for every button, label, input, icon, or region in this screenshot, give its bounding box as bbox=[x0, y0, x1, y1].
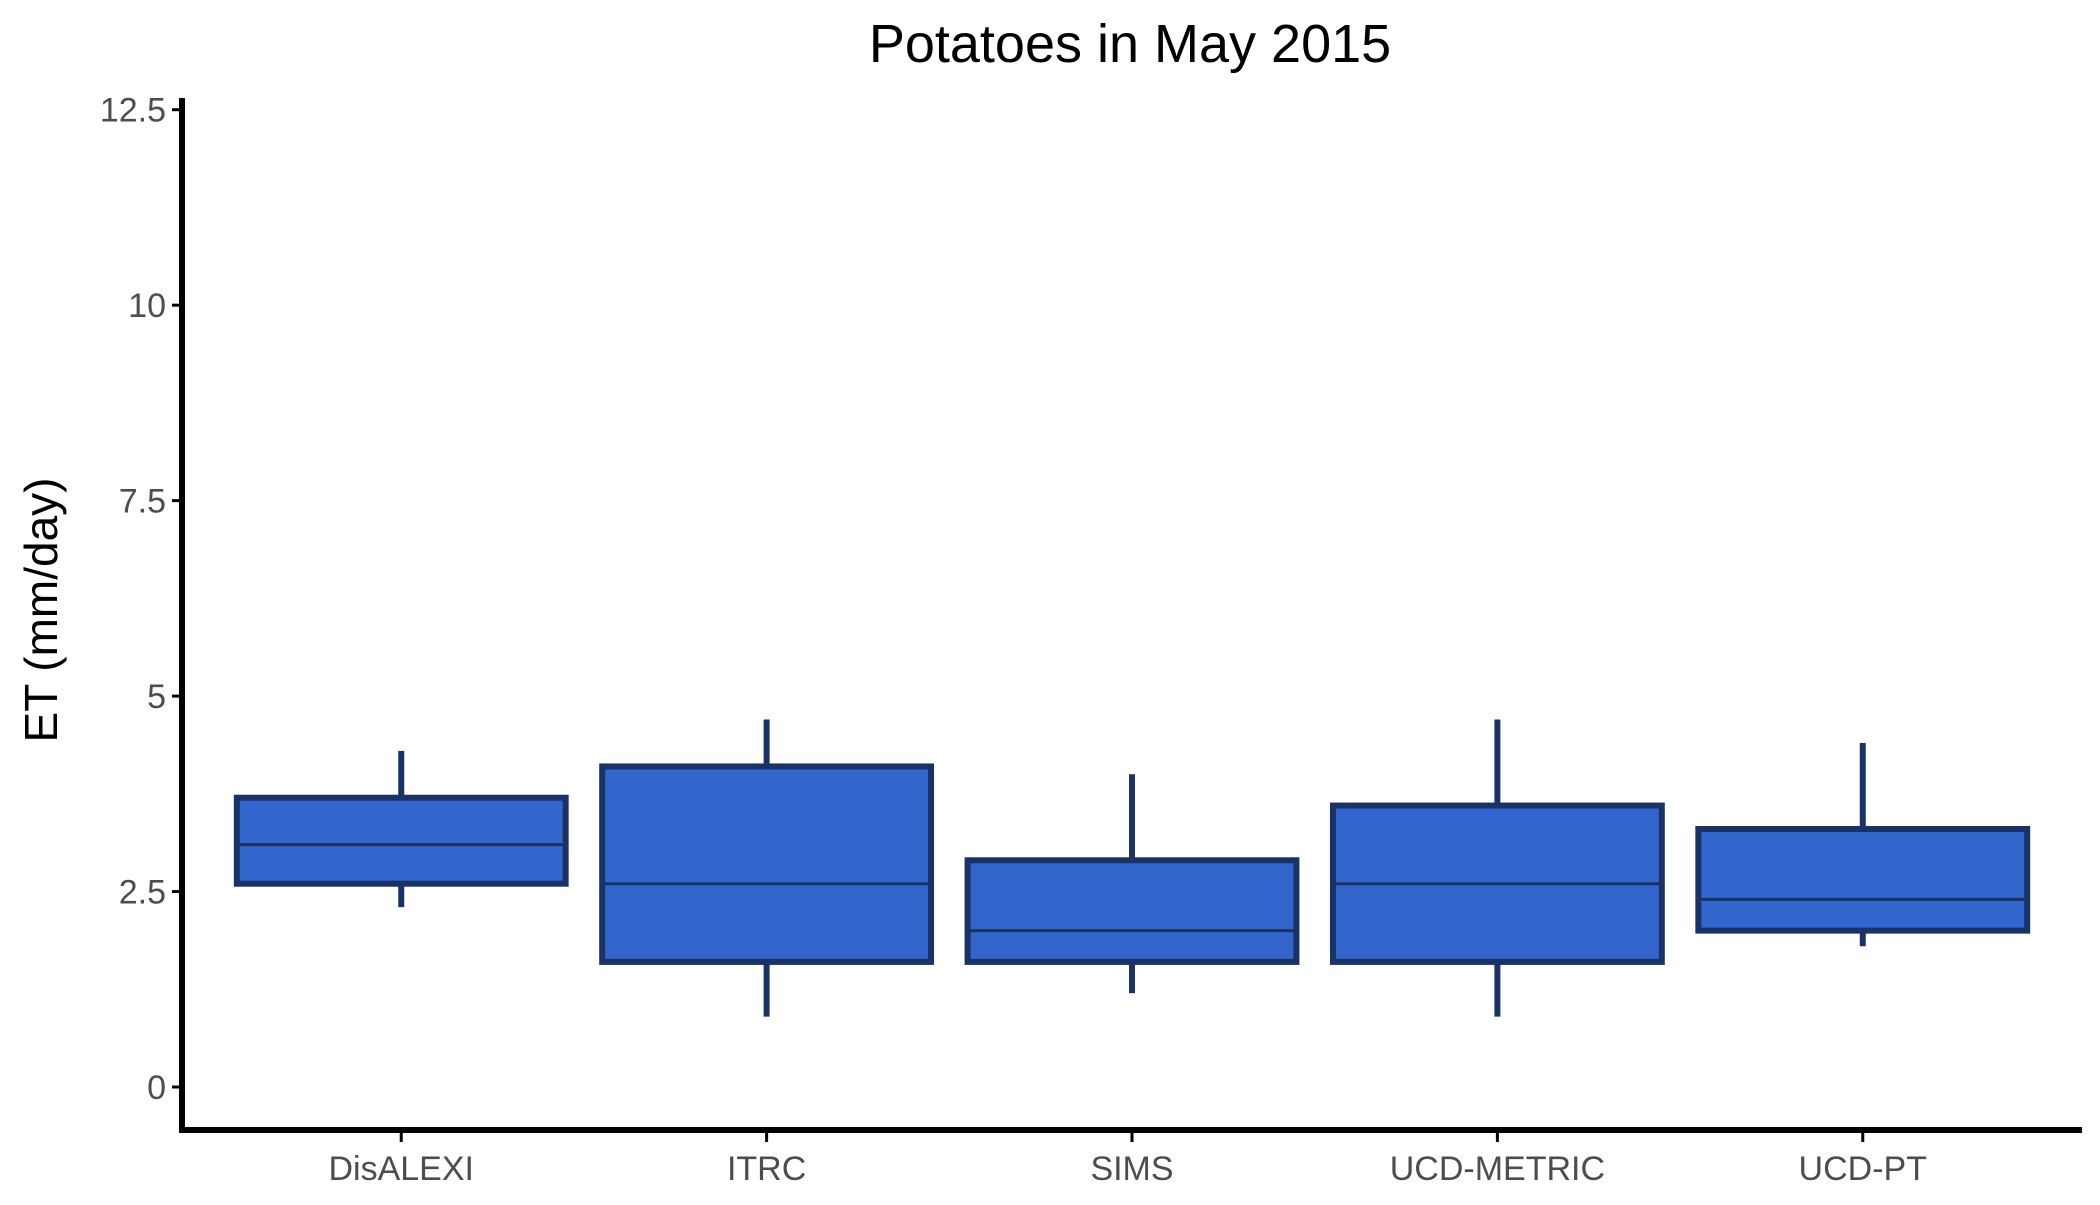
x-tick-label: UCD-PT bbox=[1799, 1150, 1927, 1188]
y-tick-label: 5 bbox=[147, 678, 166, 716]
y-tick-label: 0 bbox=[147, 1069, 166, 1107]
box bbox=[233, 794, 569, 887]
y-tick-label: 2.5 bbox=[119, 874, 166, 912]
chart-title: Potatoes in May 2015 bbox=[869, 14, 1391, 74]
y-tick-label: 7.5 bbox=[119, 483, 166, 521]
x-tick-label: UCD-METRIC bbox=[1390, 1150, 1605, 1188]
y-axis-label: ET (mm/day) bbox=[15, 478, 67, 743]
box bbox=[1695, 826, 2031, 934]
x-tick-label: SIMS bbox=[1090, 1150, 1173, 1188]
x-tick-label: DisALEXI bbox=[328, 1150, 474, 1188]
y-tick-label: 12.5 bbox=[100, 92, 166, 130]
box bbox=[964, 857, 1300, 965]
x-tick-label: ITRC bbox=[727, 1150, 806, 1188]
box bbox=[599, 763, 935, 965]
y-tick-label: 10 bbox=[128, 287, 166, 325]
plot-area: 0 2.5 5 7.5 10 12.5 DisALEXI ITRC SIMS UCD-METRIC… bbox=[100, 92, 2082, 1188]
